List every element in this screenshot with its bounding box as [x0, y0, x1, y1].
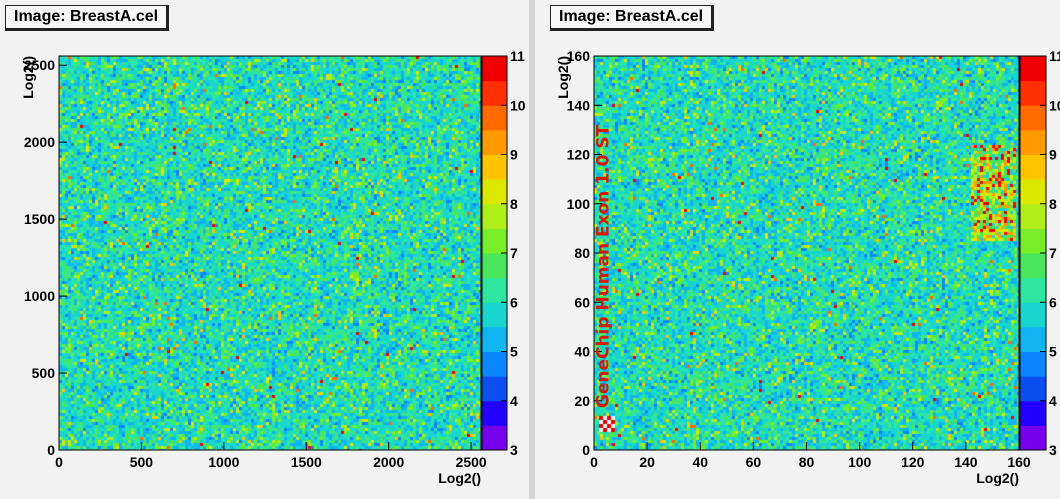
colorbar-tick-label: 5 [1049, 344, 1057, 360]
y-tick-label: 500 [32, 365, 56, 381]
x-tick-label: 40 [692, 454, 708, 470]
colorbar-tick-label: 7 [510, 245, 518, 261]
colorbar-swatch [482, 154, 507, 180]
colorbar-swatch [482, 253, 507, 279]
x-tick-label: 2000 [373, 454, 404, 470]
colorbar-tick-label: 11 [1049, 48, 1060, 64]
colorbar-swatch [1020, 277, 1046, 303]
colorbar-tick-label: 9 [1049, 147, 1057, 163]
x-tick-label: 80 [799, 454, 815, 470]
colorbar-swatch [1020, 56, 1046, 82]
colorbar-swatch [1020, 425, 1046, 451]
heatmap-cells [59, 56, 481, 450]
colorbar-tick-label: 6 [1049, 294, 1057, 310]
y-tick-label: 120 [567, 147, 591, 163]
right-canvas-pad: 0 20 40 60 80 100 120 140 160 0 20 40 60 80 100 120 140 1… [535, 0, 1060, 499]
colorbar-swatch [482, 425, 507, 451]
colorbar-tick-label: 4 [1049, 393, 1057, 409]
y-tick-label: 60 [574, 294, 590, 310]
x-tick-label: 0 [55, 454, 63, 470]
colorbar-swatch [1020, 80, 1046, 106]
y-tick-label: 2000 [24, 134, 55, 150]
colorbar-swatch [482, 105, 507, 131]
colorbar-tick-label: 10 [1049, 97, 1060, 113]
y-tick-label: 1000 [24, 288, 55, 304]
colorbar-swatch [482, 203, 507, 229]
colorbar-tick-label: 11 [510, 48, 525, 64]
y-tick-label: 2500 [24, 57, 55, 73]
colorbar-swatch [1020, 154, 1046, 180]
colorbar-swatch [482, 129, 507, 155]
chip-overlay-text: GeneChip Human Exon 1.0 ST [594, 124, 614, 408]
colorbar-swatch [1020, 203, 1046, 229]
x-tick-label: 120 [901, 454, 925, 470]
colorbar-swatch [482, 56, 507, 82]
x-tick-label: 0 [590, 454, 598, 470]
colorbar-tick-label: 8 [1049, 196, 1057, 212]
x-tick-label: 1000 [208, 454, 239, 470]
colorbar-swatch [1020, 228, 1046, 254]
y-tick-label: 1500 [24, 211, 55, 227]
colorbar-tick-label: 9 [510, 147, 518, 163]
x-axis-label: Log2() [976, 470, 1019, 486]
colorbar-tick-label: 8 [510, 196, 518, 212]
heatmap-cells [594, 56, 1019, 450]
colorbar-swatch [482, 400, 507, 426]
colorbar-tick-label: 3 [510, 442, 518, 458]
y-tick-label: 20 [574, 393, 590, 409]
colorbar-swatch [482, 302, 507, 328]
colorbar-tick-label: 6 [510, 294, 518, 310]
colorbar-tick-label: 10 [510, 97, 526, 113]
colorbar-swatch [1020, 129, 1046, 155]
x-tick-label: 20 [639, 454, 655, 470]
plot-frame [58, 55, 482, 451]
left-canvas-pad: 0 500 1000 1500 2000 2500 0 500 1000 1500 2000 2500… [0, 0, 529, 499]
colorbar-swatch [1020, 253, 1046, 279]
right-heatmap-chart: 0 20 40 60 80 100 120 140 160 0 20 40 60 80 100 120 140 1… [555, 48, 1060, 486]
heatmap-plot-area [59, 56, 481, 450]
colorbar-swatch [1020, 302, 1046, 328]
y-tick-label: 160 [567, 48, 591, 64]
x-tick-label: 500 [130, 454, 154, 470]
y-tick-label: 140 [567, 97, 591, 113]
y-tick-label: 0 [47, 442, 55, 458]
colorbar-swatch [482, 277, 507, 303]
x-axis-label: Log2() [438, 470, 481, 486]
left-heatmap-chart: 0 500 1000 1500 2000 2500 0 500 1000 1500 2000 2500… [20, 48, 526, 486]
heatmap-plot-area [594, 56, 1019, 450]
y-tick-label: 100 [567, 196, 591, 212]
colorbar-swatch [1020, 351, 1046, 377]
y-tick-label: 0 [582, 442, 590, 458]
x-tick-label: 140 [954, 454, 978, 470]
x-tick-label: 1500 [291, 454, 322, 470]
x-tick-label: 2500 [456, 454, 487, 470]
colorbar-swatch [1020, 400, 1046, 426]
y-axis-label: Log2() [20, 56, 36, 99]
colorbar-swatch [482, 228, 507, 254]
colorbar-swatch [1020, 376, 1046, 402]
left-chart-title: Image: BreastA.cel [5, 5, 170, 31]
y-axis-label: Log2() [555, 56, 571, 99]
colorbar-swatch [482, 80, 507, 106]
colorbar-swatch [482, 326, 507, 352]
colorbar-tick-label: 4 [510, 393, 518, 409]
right-chart-title: Image: BreastA.cel [550, 5, 715, 31]
colorbar-swatch [1020, 326, 1046, 352]
pad-divider [529, 0, 535, 499]
y-tick-label: 80 [574, 245, 590, 261]
x-tick-label: 60 [746, 454, 762, 470]
x-tick-label: 100 [848, 454, 872, 470]
colorbar-swatch [1020, 179, 1046, 205]
colorbar-swatch [482, 179, 507, 205]
x-tick-label: 160 [1007, 454, 1031, 470]
colorbar-tick-label: 5 [510, 344, 518, 360]
colorbar-tick-label: 3 [1049, 442, 1057, 458]
colorbar-swatch [482, 351, 507, 377]
colorbar-swatch [1020, 105, 1046, 131]
colorbar-swatch [482, 376, 507, 402]
y-tick-label: 40 [574, 344, 590, 360]
colorbar-tick-label: 7 [1049, 245, 1057, 261]
